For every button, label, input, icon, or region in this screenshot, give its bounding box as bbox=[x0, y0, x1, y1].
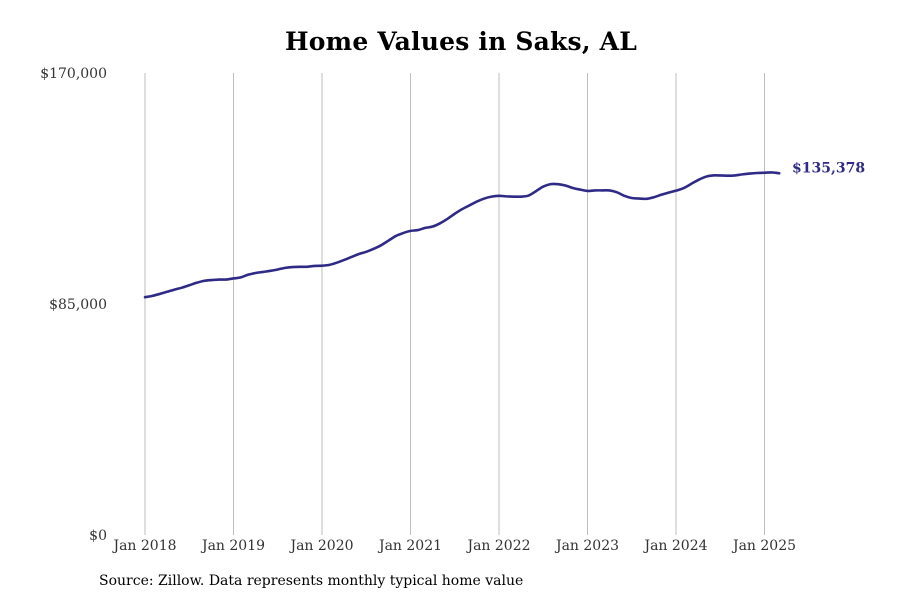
x-tick-label: Jan 2018 bbox=[111, 538, 176, 554]
y-tick-label: $0 bbox=[89, 528, 107, 544]
series-layer bbox=[143, 171, 781, 299]
x-tick-label: Jan 2019 bbox=[200, 538, 265, 554]
x-axis: Jan 2018 Jan 2019 Jan 2020 Jan 2021 Jan 2022… bbox=[111, 538, 796, 554]
series-line bbox=[143, 171, 781, 299]
chart-title: Home Values in Saks, AL bbox=[284, 27, 638, 56]
grid-layer bbox=[144, 73, 765, 535]
y-axis: $170,000 $85,000 $0 bbox=[40, 66, 107, 544]
x-tick-label: Jan 2021 bbox=[377, 538, 442, 554]
x-tick-label: Jan 2023 bbox=[554, 538, 619, 554]
x-tick-label: Jan 2022 bbox=[465, 538, 530, 554]
y-tick-label: $85,000 bbox=[49, 297, 107, 313]
chart-source: Source: Zillow. Data represents monthly … bbox=[99, 573, 524, 589]
y-tick-label: $170,000 bbox=[40, 66, 107, 82]
x-tick-label: Jan 2024 bbox=[642, 538, 707, 554]
x-tick-label: Jan 2025 bbox=[731, 538, 796, 554]
annotation-layer: $135,378 bbox=[792, 160, 865, 176]
end-value-label: $135,378 bbox=[792, 160, 865, 176]
x-tick-label: Jan 2020 bbox=[288, 538, 353, 554]
